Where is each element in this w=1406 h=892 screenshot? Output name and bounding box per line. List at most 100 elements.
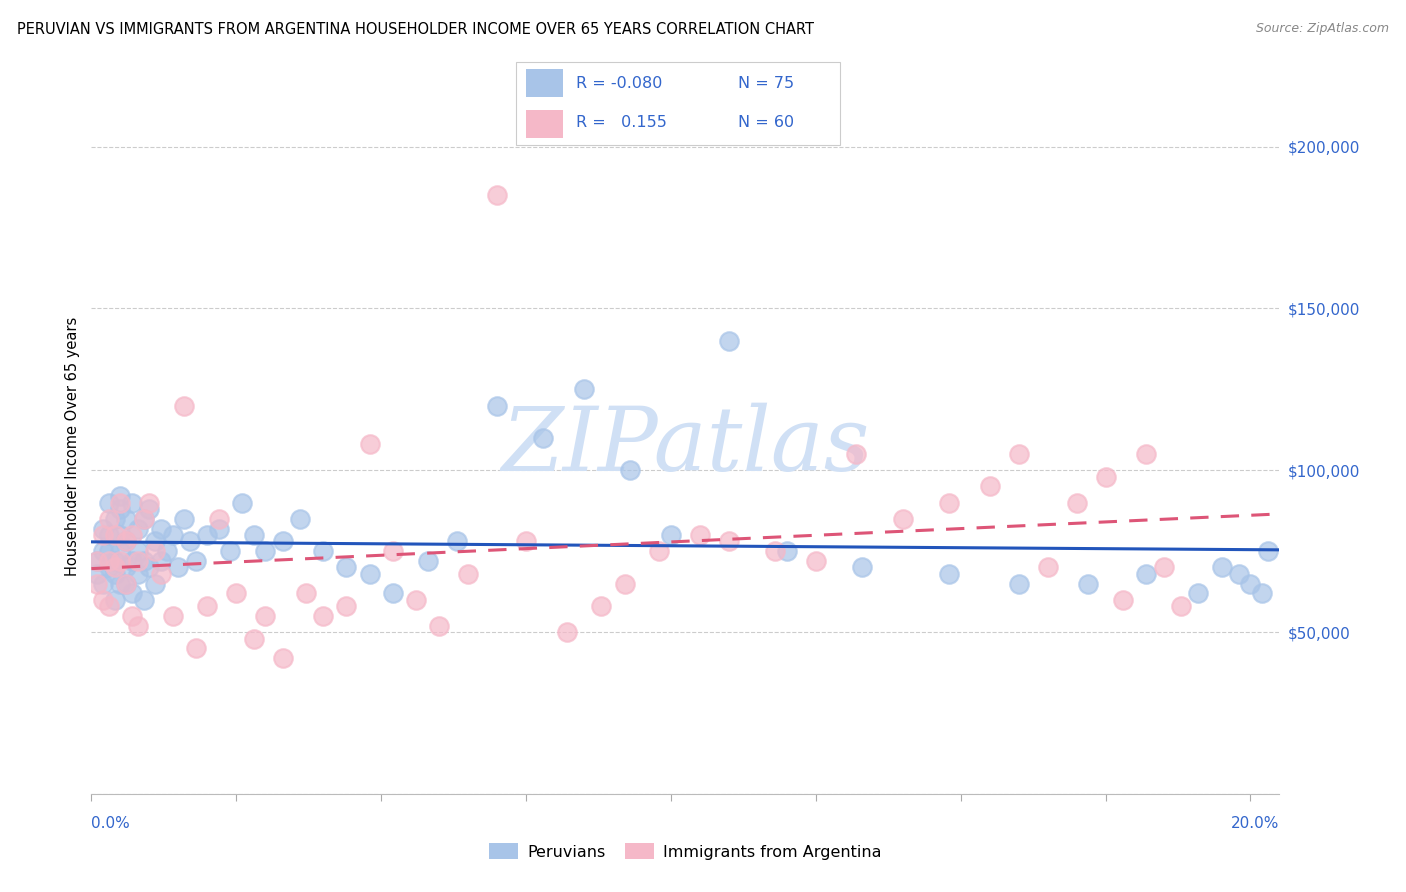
- Point: [91, 592, 114, 607]
- Point: [149, 554, 172, 568]
- Point: [405, 592, 427, 607]
- Point: [381, 544, 404, 558]
- Point: [143, 534, 166, 549]
- Point: [132, 512, 155, 526]
- Point: [1211, 560, 1233, 574]
- Point: [179, 534, 201, 549]
- Point: [295, 586, 318, 600]
- Point: [572, 383, 595, 397]
- Point: [776, 544, 799, 558]
- Point: [195, 528, 218, 542]
- Point: [91, 576, 114, 591]
- Point: [359, 437, 381, 451]
- Point: [591, 599, 613, 614]
- Point: [110, 502, 132, 516]
- Point: [132, 592, 155, 607]
- Point: [86, 554, 108, 568]
- FancyBboxPatch shape: [526, 70, 562, 97]
- Point: [555, 625, 578, 640]
- Point: [103, 560, 125, 574]
- Point: [1008, 447, 1031, 461]
- Point: [110, 495, 132, 509]
- Text: ZIPatlas: ZIPatlas: [501, 402, 870, 490]
- Point: [446, 534, 468, 549]
- Point: [127, 618, 149, 632]
- Point: [127, 554, 149, 568]
- Point: [1066, 495, 1088, 509]
- Point: [184, 554, 207, 568]
- Point: [138, 495, 160, 509]
- Point: [717, 334, 740, 348]
- Point: [312, 544, 335, 558]
- Point: [845, 447, 868, 461]
- Text: Source: ZipAtlas.com: Source: ZipAtlas.com: [1256, 22, 1389, 36]
- Point: [103, 512, 125, 526]
- Point: [132, 554, 155, 568]
- FancyBboxPatch shape: [516, 62, 841, 145]
- Point: [121, 586, 143, 600]
- Point: [1036, 560, 1059, 574]
- Point: [1251, 586, 1274, 600]
- Point: [486, 399, 509, 413]
- Point: [312, 608, 335, 623]
- Point: [763, 544, 786, 558]
- Point: [659, 528, 682, 542]
- Point: [149, 566, 172, 581]
- Point: [254, 544, 277, 558]
- Point: [938, 566, 960, 581]
- Point: [242, 632, 264, 646]
- Point: [689, 528, 711, 542]
- Point: [103, 554, 125, 568]
- Point: [1135, 566, 1157, 581]
- Point: [457, 566, 479, 581]
- Point: [115, 534, 138, 549]
- Point: [143, 576, 166, 591]
- Point: [335, 599, 357, 614]
- Point: [1170, 599, 1192, 614]
- Point: [156, 544, 179, 558]
- Point: [979, 479, 1001, 493]
- Point: [427, 618, 450, 632]
- Point: [162, 608, 184, 623]
- Point: [225, 586, 247, 600]
- Point: [613, 576, 636, 591]
- Point: [219, 544, 242, 558]
- Point: [138, 560, 160, 574]
- Point: [1257, 544, 1279, 558]
- Point: [86, 554, 108, 568]
- Point: [115, 560, 138, 574]
- Point: [97, 554, 120, 568]
- Point: [115, 576, 138, 591]
- Point: [891, 512, 914, 526]
- Point: [138, 502, 160, 516]
- Point: [242, 528, 264, 542]
- Legend: Peruvians, Immigrants from Argentina: Peruvians, Immigrants from Argentina: [482, 837, 889, 866]
- Point: [97, 495, 120, 509]
- Text: PERUVIAN VS IMMIGRANTS FROM ARGENTINA HOUSEHOLDER INCOME OVER 65 YEARS CORRELATI: PERUVIAN VS IMMIGRANTS FROM ARGENTINA HO…: [17, 22, 814, 37]
- Text: 0.0%: 0.0%: [91, 816, 131, 831]
- Point: [1239, 576, 1261, 591]
- Point: [115, 534, 138, 549]
- Y-axis label: Householder Income Over 65 years: Householder Income Over 65 years: [65, 317, 80, 575]
- Point: [173, 512, 195, 526]
- Point: [162, 528, 184, 542]
- Point: [97, 599, 120, 614]
- Point: [97, 528, 120, 542]
- Point: [851, 560, 873, 574]
- Text: R =   0.155: R = 0.155: [576, 115, 666, 130]
- Point: [335, 560, 357, 574]
- Point: [288, 512, 311, 526]
- Point: [91, 528, 114, 542]
- Point: [619, 463, 641, 477]
- Point: [648, 544, 671, 558]
- Point: [1135, 447, 1157, 461]
- Point: [515, 534, 537, 549]
- Point: [184, 641, 207, 656]
- Point: [359, 566, 381, 581]
- Point: [271, 651, 294, 665]
- Point: [121, 495, 143, 509]
- Point: [121, 554, 143, 568]
- Point: [121, 528, 143, 542]
- Point: [1077, 576, 1099, 591]
- Point: [110, 544, 132, 558]
